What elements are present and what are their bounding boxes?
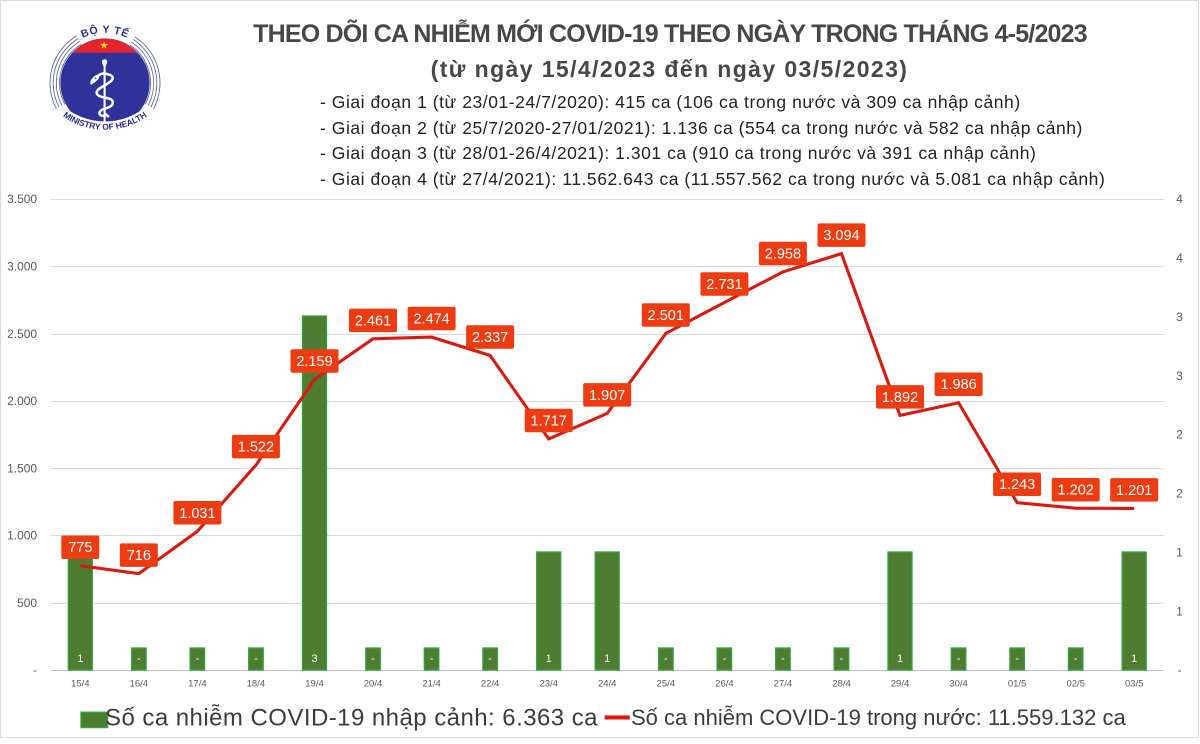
svg-text:4: 4: [1176, 251, 1183, 265]
svg-text:19/4: 19/4: [305, 679, 324, 690]
svg-text:30/4: 30/4: [949, 679, 968, 690]
svg-text:BỘ Y TẾ: BỘ Y TẾ: [79, 23, 131, 41]
svg-text:2: 2: [1176, 428, 1183, 442]
svg-text:2.159: 2.159: [296, 354, 332, 370]
svg-text:17/4: 17/4: [188, 679, 207, 690]
svg-text:26/4: 26/4: [715, 679, 734, 690]
svg-text:1.243: 1.243: [999, 477, 1035, 493]
svg-text:-: -: [196, 653, 200, 665]
svg-text:500: 500: [17, 596, 37, 610]
svg-text:15/4: 15/4: [71, 679, 90, 690]
svg-text:24/4: 24/4: [598, 679, 617, 690]
svg-text:16/4: 16/4: [130, 679, 149, 690]
svg-text:3: 3: [311, 653, 317, 665]
svg-text:Số ca nhiễm COVID-19 trong nướ: Số ca nhiễm COVID-19 trong nước: 11.559.…: [631, 705, 1126, 730]
svg-text:3: 3: [1176, 310, 1183, 324]
svg-text:2.474: 2.474: [413, 312, 449, 328]
svg-text:2.461: 2.461: [355, 313, 391, 329]
svg-text:22/4: 22/4: [481, 679, 500, 690]
svg-text:3: 3: [1176, 369, 1183, 383]
svg-text:3.094: 3.094: [823, 228, 859, 244]
svg-text:1.892: 1.892: [882, 390, 918, 406]
svg-text:1.500: 1.500: [7, 461, 37, 475]
svg-text:1: 1: [1176, 604, 1183, 618]
svg-text:1.202: 1.202: [1058, 483, 1094, 499]
svg-text:1.031: 1.031: [179, 506, 215, 522]
svg-text:1: 1: [1131, 653, 1137, 665]
svg-text:2.500: 2.500: [7, 327, 37, 341]
svg-text:2: 2: [1176, 487, 1183, 501]
svg-text:27/4: 27/4: [774, 679, 793, 690]
svg-text:-: -: [723, 653, 727, 665]
svg-text:29/4: 29/4: [891, 679, 910, 690]
svg-text:1: 1: [897, 653, 903, 665]
svg-text:1.201: 1.201: [1116, 483, 1152, 499]
svg-text:1: 1: [77, 653, 83, 665]
svg-text:-: -: [254, 653, 258, 665]
svg-text:-: -: [137, 653, 141, 665]
svg-text:2.337: 2.337: [472, 330, 508, 346]
svg-text:3.500: 3.500: [7, 192, 37, 206]
svg-text:1.000: 1.000: [7, 529, 37, 543]
svg-text:-: -: [371, 653, 375, 665]
svg-text:1: 1: [604, 653, 610, 665]
svg-text:2.501: 2.501: [648, 308, 684, 324]
svg-text:4: 4: [1176, 192, 1183, 206]
svg-text:2.958: 2.958: [765, 246, 801, 262]
svg-text:23/4: 23/4: [539, 679, 558, 690]
svg-text:Số ca nhiễm COVID-19 nhập cảnh: Số ca nhiễm COVID-19 nhập cảnh: 6.363 ca: [105, 705, 598, 732]
svg-text:-: -: [430, 653, 434, 665]
svg-text:1.986: 1.986: [940, 377, 976, 393]
svg-text:2.731: 2.731: [706, 277, 742, 293]
svg-text:-: -: [781, 653, 785, 665]
svg-text:18/4: 18/4: [247, 679, 266, 690]
svg-text:2.000: 2.000: [7, 394, 37, 408]
svg-text:-: -: [1074, 653, 1078, 665]
svg-text:775: 775: [68, 540, 92, 556]
svg-text:21/4: 21/4: [422, 679, 441, 690]
svg-text:-: -: [1178, 663, 1182, 677]
svg-text:-: -: [664, 653, 668, 665]
svg-text:20/4: 20/4: [364, 679, 383, 690]
svg-text:3.000: 3.000: [7, 260, 37, 274]
svg-text:-: -: [840, 653, 844, 665]
svg-text:1.522: 1.522: [238, 440, 274, 456]
svg-text:716: 716: [127, 548, 151, 564]
svg-text:25/4: 25/4: [657, 679, 676, 690]
svg-text:-: -: [488, 653, 492, 665]
svg-text:-: -: [957, 653, 961, 665]
svg-text:28/4: 28/4: [832, 679, 851, 690]
svg-text:-: -: [1015, 653, 1019, 665]
svg-text:-: -: [33, 663, 37, 677]
svg-text:1: 1: [1176, 546, 1183, 560]
svg-text:1.907: 1.907: [589, 388, 625, 404]
svg-text:02/5: 02/5: [1066, 679, 1085, 690]
svg-text:03/5: 03/5: [1125, 679, 1144, 690]
svg-text:1: 1: [546, 653, 552, 665]
svg-text:1.717: 1.717: [531, 413, 567, 429]
svg-text:01/5: 01/5: [1008, 679, 1027, 690]
